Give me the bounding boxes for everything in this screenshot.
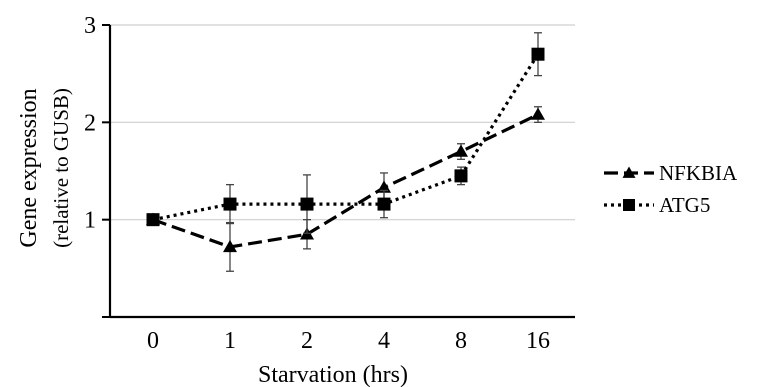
x-axis-label: Starvation (hrs) <box>258 362 408 387</box>
point-atg5-0 <box>146 213 160 227</box>
point-nfkbia-8 <box>454 144 468 157</box>
x-tick-label-0: 0 <box>147 328 159 354</box>
x-tick-label-4: 4 <box>378 328 390 354</box>
legend-entry-nfkbia: NFKBIA <box>604 161 738 185</box>
axes <box>102 24 575 319</box>
legend-label-nfkbia: NFKBIA <box>659 161 738 185</box>
point-nfkbia-1 <box>223 239 237 253</box>
series-nfkbia <box>146 106 545 272</box>
series-layer <box>146 32 545 272</box>
point-atg5-16 <box>531 47 545 61</box>
legend-marker-atg5 <box>623 199 635 211</box>
legend-label-atg5: ATG5 <box>659 193 710 217</box>
y-tick-label-2: 2 <box>84 110 96 136</box>
x-tick-labels: 0 1 2 4 8 16 <box>147 328 550 354</box>
y-axis-label: Gene expression <box>16 88 42 247</box>
point-nfkbia-4 <box>377 180 391 193</box>
series-line-nfkbia <box>152 113 539 249</box>
point-nfkbia-16 <box>531 107 545 120</box>
y-axis-sublabel: (relative to GUSB) <box>49 88 73 248</box>
legend: NFKBIA ATG5 <box>604 161 738 217</box>
point-atg5-2 <box>300 197 314 211</box>
point-atg5-1 <box>223 197 237 211</box>
series-atg5 <box>146 32 545 234</box>
legend-entry-atg5: ATG5 <box>604 193 710 217</box>
series-line-atg5 <box>152 53 540 222</box>
point-atg5-8 <box>454 169 468 183</box>
gridlines <box>110 24 575 221</box>
y-tick-label-1: 1 <box>84 208 96 234</box>
x-tick-label-8: 8 <box>455 328 467 354</box>
legend-marker-nfkbia <box>622 166 636 178</box>
y-tick-label-3: 3 <box>84 13 96 39</box>
x-tick-label-1: 1 <box>224 328 236 354</box>
point-atg5-4 <box>377 197 391 211</box>
x-tick-label-16: 16 <box>526 328 550 354</box>
y-tick-labels: 1 2 3 <box>84 13 96 234</box>
x-tick-label-2: 2 <box>301 328 313 354</box>
